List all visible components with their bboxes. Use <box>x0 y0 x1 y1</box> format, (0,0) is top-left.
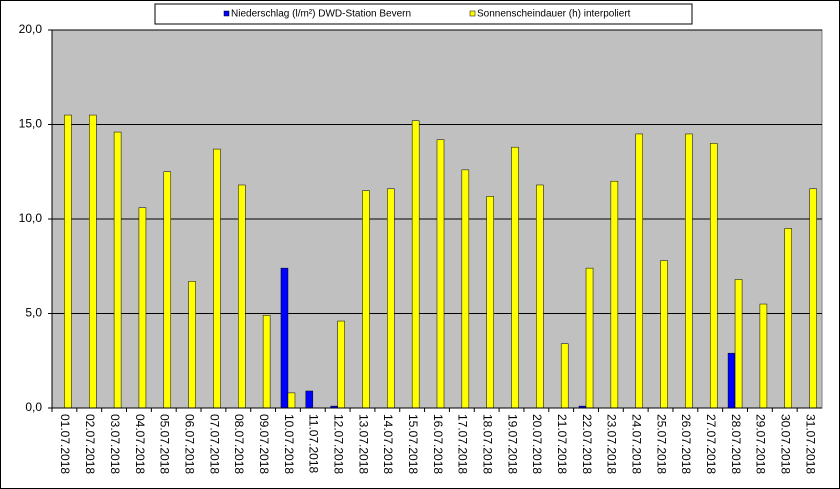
x-tick-label: 12.07.2018 <box>331 414 345 474</box>
legend-swatch <box>223 10 230 17</box>
bar <box>809 188 817 409</box>
x-tick-label: 17.07.2018 <box>456 414 470 474</box>
bar <box>262 315 271 409</box>
y-tick-label: 10,0 <box>19 211 43 225</box>
x-tick-label: 27.07.2018 <box>704 414 718 474</box>
x-tick-label: 03.07.2018 <box>108 414 122 474</box>
legend-swatch <box>469 10 476 17</box>
x-tick-label: 31.07.2018 <box>803 414 817 474</box>
bar <box>660 260 668 409</box>
bar <box>238 184 246 409</box>
legend-label: Sonnenscheindauer (h) interpoliert <box>477 9 631 20</box>
bar <box>163 171 172 409</box>
bar <box>727 352 736 409</box>
bar <box>89 114 97 409</box>
x-tick-label: 28.07.2018 <box>729 414 743 474</box>
bar <box>759 303 768 409</box>
legend-box <box>154 3 693 25</box>
y-tick-label: 0,0 <box>25 400 42 414</box>
bar <box>362 190 370 409</box>
bar <box>337 320 345 409</box>
bar <box>188 281 196 409</box>
x-tick-label: 24.07.2018 <box>630 414 644 474</box>
bar <box>585 267 594 409</box>
bar <box>387 188 395 409</box>
x-tick-label: 05.07.2018 <box>158 414 172 474</box>
bar <box>635 133 643 409</box>
x-tick-label: 29.07.2018 <box>754 414 768 474</box>
x-tick-label: 18.07.2018 <box>481 414 495 474</box>
bar <box>287 392 296 409</box>
bar <box>560 343 569 409</box>
bar <box>64 114 72 409</box>
bar <box>685 133 693 409</box>
bar <box>213 148 221 409</box>
x-tick-label: 20.07.2018 <box>530 414 544 474</box>
x-tick-label: 01.07.2018 <box>58 414 72 474</box>
legend-label: Niederschlag (l/m²) DWD-Station Bevern <box>231 9 411 20</box>
x-tick-label: 15.07.2018 <box>406 414 420 474</box>
x-tick-label: 14.07.2018 <box>381 414 395 474</box>
x-tick-label: 08.07.2018 <box>232 414 246 474</box>
bar <box>486 196 494 409</box>
x-tick-label: 26.07.2018 <box>679 414 693 474</box>
x-tick-label: 23.07.2018 <box>605 414 619 474</box>
bar <box>536 184 544 409</box>
y-tick-label: 20,0 <box>19 22 43 36</box>
x-tick-label: 02.07.2018 <box>83 414 97 474</box>
x-tick-label: 09.07.2018 <box>257 414 271 474</box>
bar <box>784 228 792 409</box>
x-tick-label: 11.07.2018 <box>307 414 321 473</box>
bar <box>734 279 743 409</box>
x-tick-label: 21.07.2018 <box>555 414 569 474</box>
bar <box>113 131 122 409</box>
bar <box>709 143 718 409</box>
x-tick-label: 13.07.2018 <box>356 414 370 474</box>
bar <box>305 390 314 409</box>
y-tick-label: 15,0 <box>19 117 43 131</box>
x-tick-label: 04.07.2018 <box>133 414 147 474</box>
bar <box>461 169 470 409</box>
x-tick-label: 06.07.2018 <box>182 414 196 474</box>
bar <box>280 267 289 409</box>
x-tick-label: 07.07.2018 <box>207 414 221 474</box>
x-tick-label: 30.07.2018 <box>779 414 793 474</box>
bar <box>511 146 519 409</box>
bar <box>436 139 445 409</box>
x-tick-label: 22.07.2018 <box>580 414 594 474</box>
x-tick-label: 19.07.2018 <box>505 414 519 474</box>
bar <box>411 120 420 409</box>
bar <box>138 207 147 409</box>
x-tick-label: 10.07.2018 <box>282 414 296 474</box>
x-tick-label: 25.07.2018 <box>654 414 668 474</box>
bar <box>610 180 619 409</box>
x-tick-label: 16.07.2018 <box>431 414 445 474</box>
y-tick-label: 5,0 <box>25 306 42 320</box>
